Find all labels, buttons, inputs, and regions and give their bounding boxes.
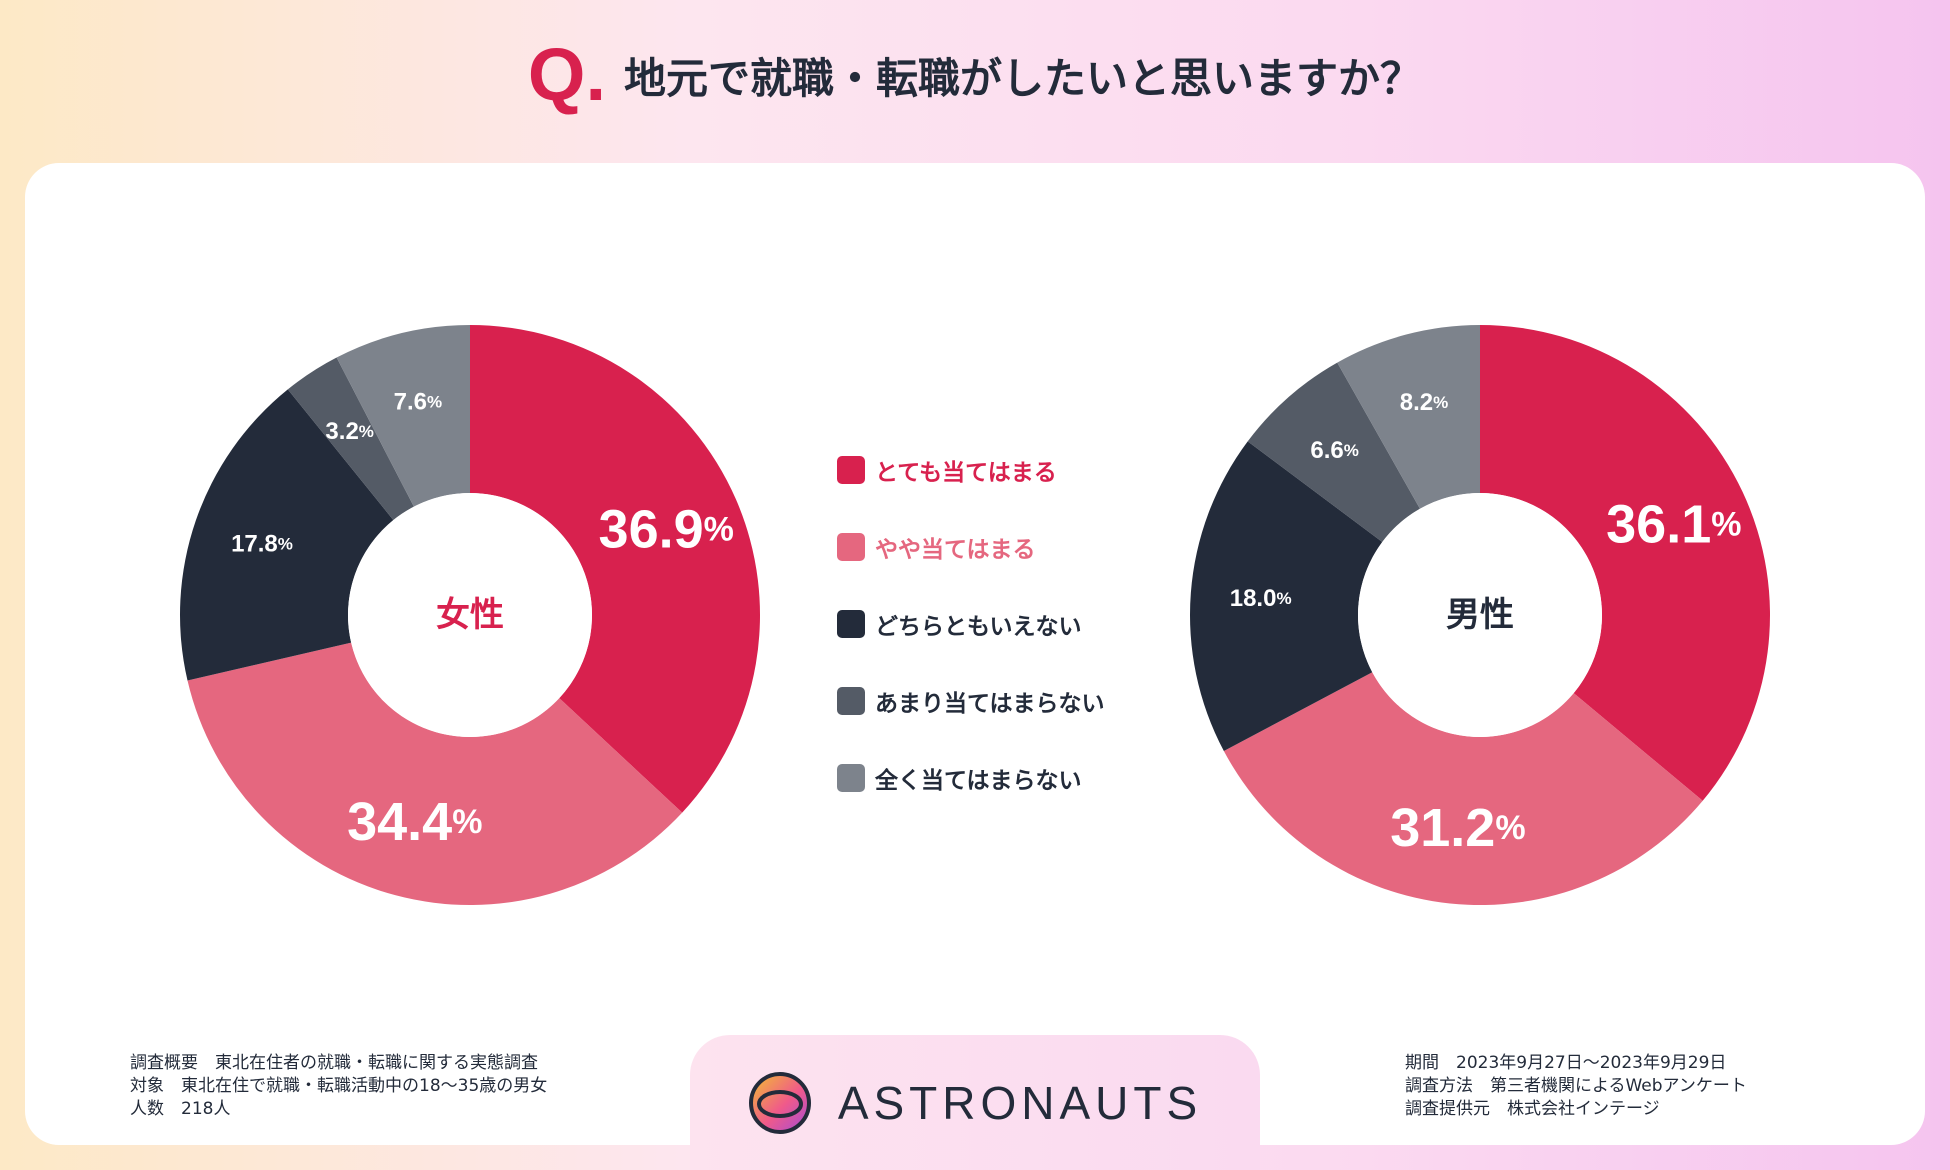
donut-hole bbox=[348, 493, 592, 737]
donut-center-title: 男性 bbox=[1446, 595, 1514, 635]
slice-value-label: 7.6% bbox=[394, 388, 443, 415]
slice-value-label: 36.9% bbox=[599, 500, 734, 560]
question-mark: Q. bbox=[527, 33, 607, 116]
donut-slice bbox=[180, 389, 394, 681]
legend-swatch bbox=[837, 764, 865, 792]
legend-item: 全く当てはまらない bbox=[837, 763, 1105, 794]
survey-period: 期間 2023年9月27日〜2023年9月29日 bbox=[1405, 1053, 1727, 1073]
legend: とても当てはまる やや当てはまるどちらともいえない あまり当てはまらない 全く当てはま… bbox=[837, 455, 1105, 840]
survey-provider: 調査提供元 株式会社インテージ bbox=[1405, 1099, 1660, 1119]
slice-value-label: 31.2% bbox=[1390, 798, 1525, 858]
survey-method: 調査方法 第三者機関によるWebアンケート bbox=[1405, 1076, 1747, 1096]
slice-value-label: 17.8% bbox=[231, 530, 293, 557]
question-text: 地元で就職・転職がしたいと思いますか？ bbox=[624, 53, 1423, 103]
legend-label: とても当てはまる bbox=[875, 460, 1057, 486]
survey-overview: 調査概要 東北在住者の就職・転職に関する実態調査 対象 東北在住で就職・転職活動… bbox=[130, 1052, 547, 1121]
slice-value-label: 8.2% bbox=[1400, 389, 1449, 416]
donut-slice bbox=[1337, 325, 1480, 509]
slice-value-label: 6.6% bbox=[1310, 436, 1359, 463]
legend-label: どちらともいえない bbox=[875, 614, 1082, 640]
donut-slice bbox=[1480, 325, 1771, 801]
slice-value-label: 3.2% bbox=[325, 417, 374, 444]
legend-swatch bbox=[837, 456, 865, 484]
survey-summary: 調査概要 東北在住者の就職・転職に関する実態調査 bbox=[130, 1053, 538, 1073]
slice-value-label: 34.4% bbox=[347, 792, 482, 852]
donut-slice bbox=[1247, 362, 1420, 542]
survey-target: 対象 東北在住で就職・転職活動中の18〜35歳の男女 bbox=[130, 1076, 548, 1096]
donut-slice bbox=[287, 357, 414, 521]
survey-details: 期間 2023年9月27日〜2023年9月29日 調査方法 第三者機関によるWe… bbox=[1405, 1052, 1747, 1121]
legend-swatch bbox=[837, 533, 865, 561]
donut-slice bbox=[1223, 672, 1703, 905]
donut-chart-male: 36.1% 31.2% 18.0% 6.6% 8.2% 男性 bbox=[1190, 325, 1771, 905]
legend-item: とても当てはまる bbox=[837, 455, 1105, 486]
donut-slice bbox=[1190, 441, 1383, 751]
legend-swatch bbox=[837, 610, 865, 638]
legend-label: やや当てはまる bbox=[875, 537, 1036, 563]
legend-label: あまり当てはまらない bbox=[875, 691, 1105, 717]
legend-swatch bbox=[837, 687, 865, 715]
legend-item: どちらともいえない bbox=[837, 609, 1105, 640]
donut-center-title: 女性 bbox=[436, 595, 504, 635]
question-title: Q. 地元で就職・転職がしたいと思いますか？ bbox=[0, 38, 1950, 112]
slice-value-label: 18.0% bbox=[1230, 585, 1292, 612]
legend-label: 全く当てはまらない bbox=[875, 768, 1082, 794]
slice-value-label: 36.1% bbox=[1606, 494, 1741, 554]
donut-slice bbox=[470, 325, 760, 813]
survey-count: 人数 218人 bbox=[130, 1099, 231, 1119]
donut-slice bbox=[187, 642, 683, 905]
logo-text: ASTRONAUTS bbox=[837, 1076, 1203, 1129]
legend-item: やや当てはまる bbox=[837, 532, 1105, 563]
donut-slice bbox=[336, 325, 470, 507]
donut-chart-female: 36.9% 34.4% 17.8% 3.2% 7.6% 女性 bbox=[180, 325, 760, 905]
logo-area: ASTRONAUTS bbox=[690, 1035, 1260, 1170]
astronauts-logo-icon bbox=[748, 1071, 811, 1134]
legend-item: あまり当てはまらない bbox=[837, 686, 1105, 717]
donut-hole bbox=[1358, 493, 1602, 737]
